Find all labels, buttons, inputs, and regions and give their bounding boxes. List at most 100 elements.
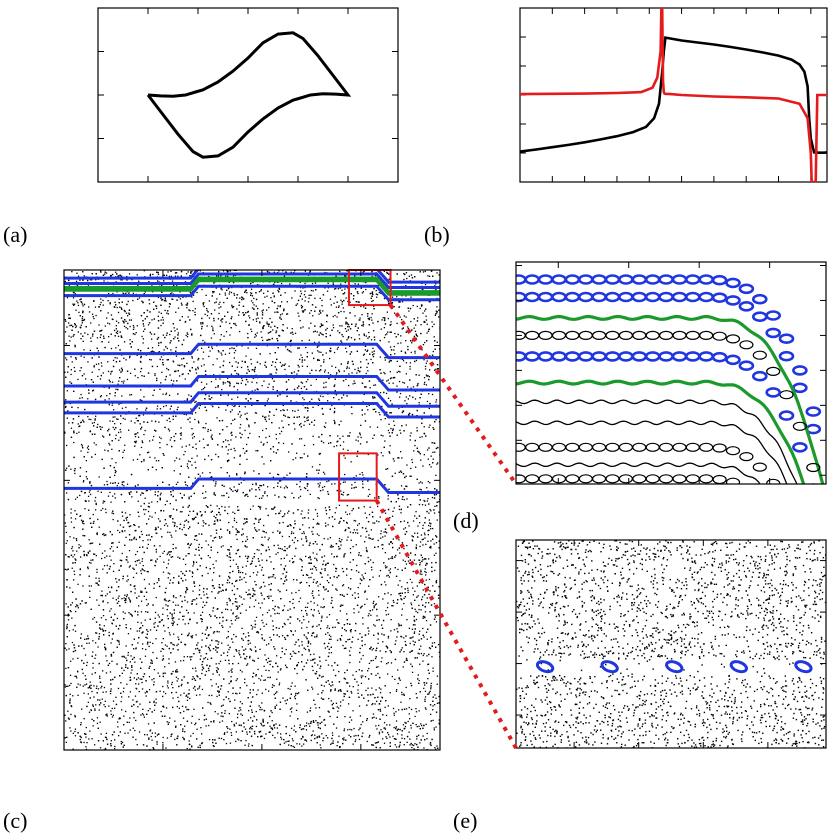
scatter-point	[238, 650, 240, 652]
scatter-point	[266, 321, 268, 323]
scatter-point	[383, 270, 385, 272]
scatter-point	[113, 409, 115, 411]
scatter-point	[334, 262, 335, 263]
scatter-point	[389, 346, 392, 348]
scatter-point	[316, 512, 318, 515]
scatter-point	[163, 349, 165, 351]
scatter-point	[424, 283, 427, 286]
scatter-point	[404, 527, 407, 529]
scatter-point	[414, 330, 417, 332]
scatter-point	[357, 283, 359, 285]
scatter-point	[320, 747, 322, 749]
scatter-point	[142, 492, 144, 495]
scatter-point	[291, 492, 293, 494]
scatter-point	[342, 448, 344, 450]
scatter-point	[80, 324, 82, 326]
scatter-point	[117, 597, 119, 599]
scatter-point	[364, 541, 366, 543]
scatter-point	[391, 542, 394, 545]
scatter-point	[134, 375, 136, 377]
scatter-point	[356, 372, 358, 374]
scatter-point	[155, 305, 157, 307]
scatter-point	[181, 446, 183, 448]
scatter-point	[432, 719, 434, 722]
scatter-point	[304, 648, 307, 651]
scatter-point	[424, 368, 427, 370]
scatter-point	[369, 559, 372, 561]
scatter-point	[300, 488, 302, 491]
scatter-point	[241, 627, 243, 629]
scatter-point	[299, 620, 301, 622]
scatter-point	[195, 369, 197, 371]
scatter-point	[266, 309, 268, 311]
scatter-point	[148, 518, 150, 520]
scatter-point	[353, 529, 355, 531]
scatter-point	[259, 322, 261, 324]
scatter-point	[294, 520, 296, 522]
scatter-point	[411, 342, 413, 344]
scatter-point	[308, 339, 310, 341]
scatter-point	[186, 463, 189, 465]
scatter-point	[355, 544, 357, 546]
scatter-point	[382, 641, 384, 643]
scatter-point	[267, 332, 269, 334]
scatter-point	[336, 619, 338, 621]
scatter-point	[411, 340, 414, 342]
scatter-point	[137, 642, 139, 644]
scatter-point	[301, 745, 303, 747]
scatter-point	[267, 657, 270, 659]
scatter-point	[255, 482, 257, 484]
scatter-point	[92, 513, 94, 516]
scatter-point	[198, 440, 201, 442]
scatter-point	[368, 537, 370, 539]
scatter-point	[272, 329, 274, 331]
scatter-point	[405, 475, 407, 477]
scatter-point	[158, 579, 160, 582]
scatter-point	[114, 395, 116, 397]
scatter-point	[80, 421, 82, 424]
scatter-point	[119, 717, 121, 720]
scatter-point	[339, 325, 341, 327]
scatter-point	[397, 342, 399, 345]
scatter-point	[245, 581, 247, 583]
scatter-point	[249, 341, 251, 343]
scatter-point	[169, 531, 171, 534]
scatter-point	[218, 536, 221, 538]
scatter-point	[196, 513, 198, 516]
scatter-point	[390, 321, 392, 323]
scatter-point	[370, 316, 372, 319]
scatter-point	[64, 522, 66, 524]
scatter-point	[308, 527, 310, 529]
scatter-point	[83, 373, 85, 375]
scatter-point	[348, 373, 350, 375]
scatter-point	[352, 686, 354, 688]
scatter-point	[127, 300, 129, 303]
scatter-point	[410, 387, 412, 389]
scatter-point	[341, 289, 343, 291]
scatter-point	[327, 574, 329, 576]
scatter-point	[375, 603, 377, 605]
scatter-point	[368, 513, 371, 516]
scatter-point	[421, 724, 423, 727]
scatter-point	[365, 335, 367, 337]
scatter-point	[202, 351, 205, 353]
scatter-point	[66, 569, 68, 571]
scatter-point	[252, 589, 254, 591]
scatter-point	[390, 619, 392, 621]
scatter-point	[282, 409, 284, 411]
scatter-point	[422, 544, 424, 546]
scatter-point	[337, 288, 339, 290]
scatter-point	[72, 658, 74, 660]
scatter-point	[290, 267, 291, 268]
scatter-point	[141, 560, 143, 563]
scatter-point	[110, 501, 112, 503]
scatter-point	[430, 528, 432, 530]
scatter-point	[233, 357, 235, 359]
scatter-point	[291, 682, 293, 684]
scatter-point	[186, 336, 189, 338]
scatter-point	[309, 312, 311, 314]
scatter-point	[228, 581, 231, 584]
scatter-point	[278, 612, 280, 615]
scatter-point	[255, 347, 258, 349]
scatter-point	[201, 688, 204, 691]
